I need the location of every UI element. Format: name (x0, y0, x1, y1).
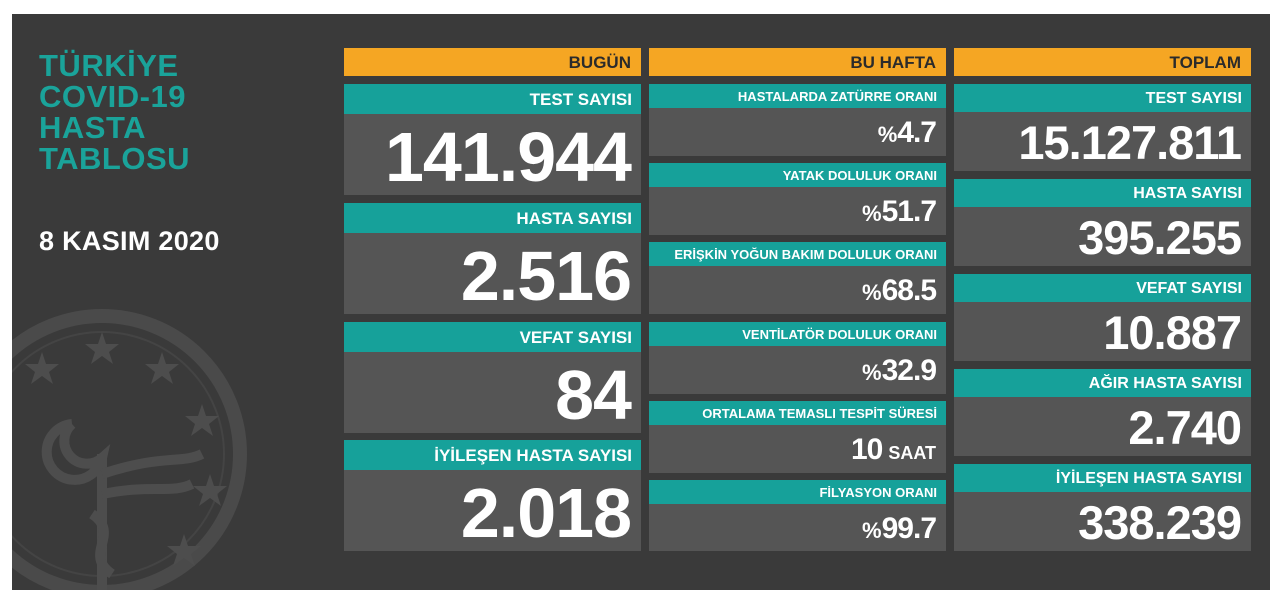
week-bed-label: YATAK DOLULUK ORANI (649, 163, 946, 187)
week-icu-label: ERİŞKİN YOĞUN BAKIM DOLULUK ORANI (649, 242, 946, 266)
total-severe-label: AĞIR HASTA SAYISI (954, 369, 1251, 397)
percent-sign: % (862, 280, 882, 305)
today-deaths-value: 84 (555, 356, 632, 434)
week-icu-card: ERİŞKİN YOĞUN BAKIM DOLULUK ORANI %68.5 (649, 242, 946, 314)
total-severe-value: 2.740 (1128, 401, 1242, 454)
total-recovered-value: 338.239 (1078, 496, 1242, 549)
week-bed-value: 51.7 (881, 195, 937, 228)
today-recovered-label: İYİLEŞEN HASTA SAYISI (344, 440, 641, 470)
today-cases-label: HASTA SAYISI (344, 203, 641, 233)
total-header: TOPLAM (954, 48, 1251, 76)
percent-sign: % (862, 201, 882, 226)
week-bed-value-row: %51.7 (649, 187, 946, 235)
week-pneumonia-value: 4.7 (897, 116, 937, 149)
week-contact-label: ORTALAMA TEMASLI TESPİT SÜRESİ (649, 401, 946, 425)
week-ventilator-card: VENTİLATÖR DOLULUK ORANI %32.9 (649, 322, 946, 394)
today-cases-value: 2.516 (460, 237, 632, 315)
week-pneumonia-value-row: %4.7 (649, 108, 946, 156)
total-cases-card: HASTA SAYISI 395.255 (954, 179, 1251, 266)
today-recovered-card: İYİLEŞEN HASTA SAYISI 2.018 (344, 440, 641, 552)
week-icu-value-row: %68.5 (649, 266, 946, 314)
total-recovered-label: İYİLEŞEN HASTA SAYISI (954, 464, 1251, 492)
week-pneumonia-card: HASTALARDA ZATÜRRE ORANI %4.7 (649, 84, 946, 156)
ministry-emblem-icon (12, 309, 247, 590)
title-line: TÜRKİYE (39, 48, 179, 83)
week-ventilator-value: 32.9 (881, 354, 937, 387)
percent-sign: % (862, 518, 882, 543)
title-line: COVID-19 (39, 79, 186, 114)
today-recovered-value: 2.018 (460, 474, 632, 552)
week-filiation-value: 99.7 (881, 512, 937, 545)
today-test-label: TEST SAYISI (344, 84, 641, 114)
report-date: 8 KASIM 2020 (39, 226, 220, 256)
week-ventilator-label: VENTİLATÖR DOLULUK ORANI (649, 322, 946, 346)
today-test-card: TEST SAYISI 141.944 (344, 84, 641, 196)
week-contact-unit: SAAT (888, 443, 936, 463)
today-test-value: 141.944 (384, 118, 632, 196)
today-header: BUGÜN (344, 48, 641, 76)
week-column: BU HAFTA HASTALARDA ZATÜRRE ORANI %4.7 Y… (649, 48, 946, 551)
week-contact-value-row: 10 SAAT (649, 425, 946, 473)
week-ventilator-value-row: %32.9 (649, 346, 946, 394)
total-test-value: 15.127.811 (1018, 116, 1242, 169)
total-test-card: TEST SAYISI 15.127.811 (954, 84, 1251, 171)
total-deaths-card: VEFAT SAYISI 10.887 (954, 274, 1251, 361)
today-cases-card: HASTA SAYISI 2.516 (344, 203, 641, 315)
week-filiation-card: FİLYASYON ORANI %99.7 (649, 480, 946, 551)
week-filiation-label: FİLYASYON ORANI (649, 480, 946, 504)
total-recovered-card: İYİLEŞEN HASTA SAYISI 338.239 (954, 464, 1251, 551)
week-bed-card: YATAK DOLULUK ORANI %51.7 (649, 163, 946, 235)
percent-sign: % (877, 122, 898, 147)
total-deaths-value: 10.887 (1103, 306, 1242, 359)
week-filiation-value-row: %99.7 (649, 504, 946, 551)
today-deaths-label: VEFAT SAYISI (344, 322, 641, 352)
total-cases-label: HASTA SAYISI (954, 179, 1251, 207)
week-icu-value: 68.5 (881, 274, 937, 307)
page-title: TÜRKİYE COVID-19 HASTA TABLOSU (39, 50, 190, 174)
total-column: TOPLAM TEST SAYISI 15.127.811 HASTA SAYI… (954, 48, 1251, 551)
week-pneumonia-label: HASTALARDA ZATÜRRE ORANI (649, 84, 946, 108)
total-cases-value: 395.255 (1078, 211, 1242, 264)
dashboard-panel: TÜRKİYE COVID-19 HASTA TABLOSU 8 KASIM 2… (12, 14, 1270, 590)
title-line: HASTA (39, 110, 146, 145)
today-deaths-card: VEFAT SAYISI 84 (344, 322, 641, 434)
total-deaths-label: VEFAT SAYISI (954, 274, 1251, 302)
week-contact-value: 10 (850, 433, 883, 466)
total-test-label: TEST SAYISI (954, 84, 1251, 112)
title-line: TABLOSU (39, 141, 191, 176)
week-header: BU HAFTA (649, 48, 946, 76)
week-contact-card: ORTALAMA TEMASLI TESPİT SÜRESİ 10 SAAT (649, 401, 946, 473)
percent-sign: % (862, 360, 882, 385)
total-severe-card: AĞIR HASTA SAYISI 2.740 (954, 369, 1251, 456)
today-column: BUGÜN TEST SAYISI 141.944 HASTA SAYISI 2… (344, 48, 641, 552)
